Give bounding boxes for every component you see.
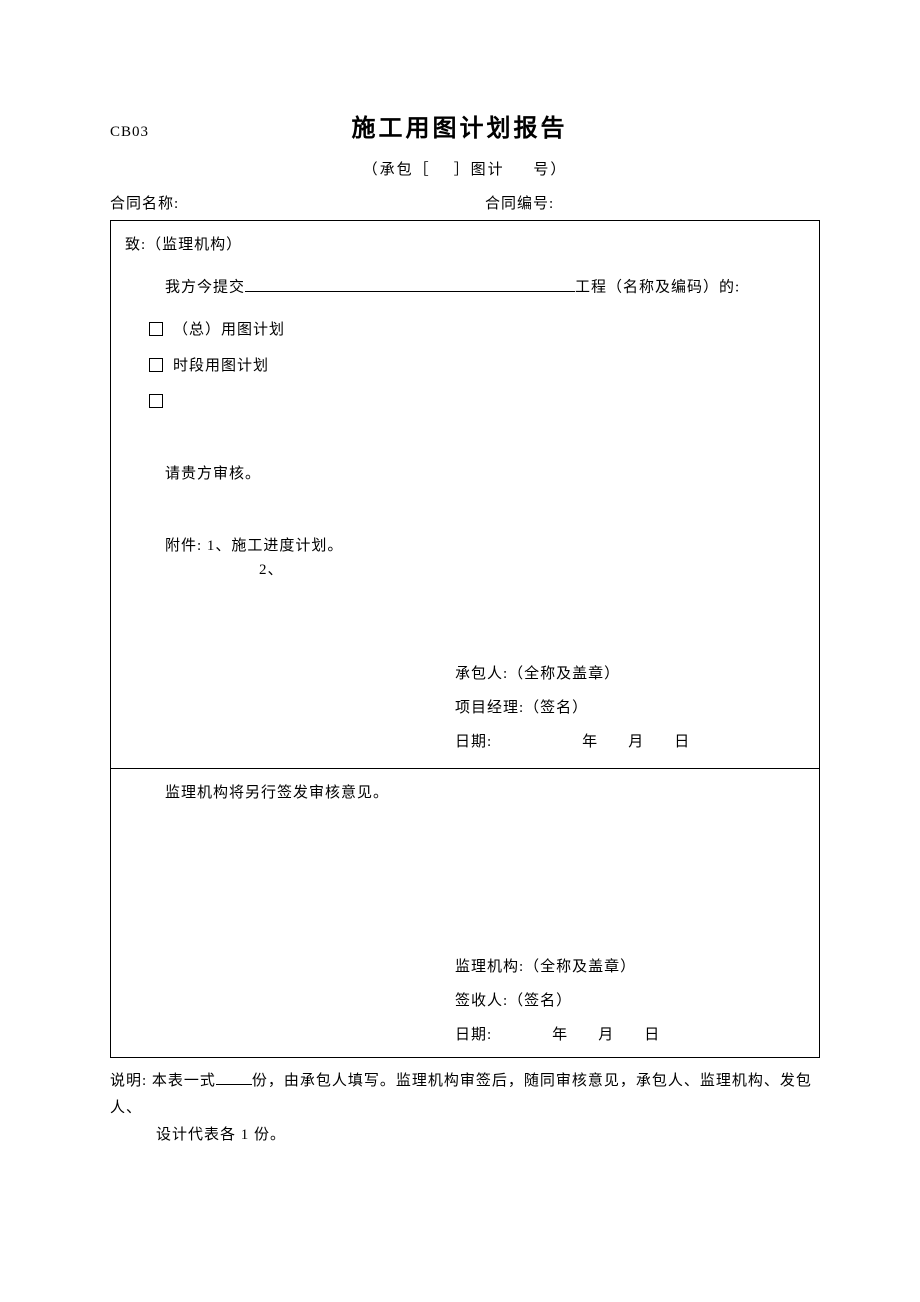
subtitle-suffix: 号）: [533, 162, 567, 178]
month-bottom: 月: [598, 1027, 614, 1043]
year-top: 年: [582, 734, 598, 750]
supervisor-label: 监理机构:（全称及盖章）: [455, 955, 805, 979]
addressee: 致:（监理机构）: [125, 233, 805, 257]
contractor-label: 承包人:（全称及盖章）: [455, 662, 805, 686]
page-title: 施工用图计划报告: [99, 110, 820, 148]
pm-label: 项目经理:（签名）: [455, 696, 805, 720]
contractor-sign-block: 承包人:（全称及盖章） 项目经理:（签名） 日期: 年 月 日: [125, 662, 805, 754]
submit-suffix: 工程（名称及编码）的:: [575, 280, 740, 296]
footer-prefix: 说明: 本表一式: [110, 1073, 216, 1089]
contract-number-label: 合同编号:: [445, 192, 820, 216]
checkbox-label-period: 时段用图计划: [173, 358, 269, 374]
submit-prefix: 我方今提交: [165, 280, 245, 296]
copies-field[interactable]: [216, 1069, 252, 1085]
footer-note: 说明: 本表一式份，由承包人填写。监理机构审签后，随同审核意见，承包人、监理机构…: [110, 1068, 820, 1149]
checkbox-period-plan[interactable]: [149, 358, 163, 372]
project-name-field[interactable]: [245, 275, 575, 292]
attachment-1: 1、施工进度计划。: [207, 538, 344, 554]
signer-label: 签收人:（签名）: [455, 989, 805, 1013]
attachment-block: 附件: 1、施工进度计划。 2、: [125, 534, 805, 582]
date-line-bottom: 日期: 年 月 日: [455, 1023, 805, 1047]
subtitle-mid: ］图计: [454, 162, 505, 178]
attachment-label: 附件:: [165, 538, 202, 554]
date-line-top: 日期: 年 月 日: [455, 730, 805, 754]
checkbox-row-total-plan: （总）用图计划: [125, 318, 805, 342]
checkbox-total-plan[interactable]: [149, 322, 163, 336]
section-contractor: 致:（监理机构） 我方今提交 工程（名称及编码）的: （总）用图计划 时段用图计划…: [111, 221, 819, 769]
subtitle: （承包［ ］图计 号）: [110, 158, 820, 182]
checkbox-label-total: （总）用图计划: [173, 322, 285, 338]
checkbox-row-period-plan: 时段用图计划: [125, 354, 805, 378]
supervisor-opinion: 监理机构将另行签发审核意见。: [125, 781, 805, 805]
contract-name-label: 合同名称:: [110, 192, 445, 216]
form-table: 致:（监理机构） 我方今提交 工程（名称及编码）的: （总）用图计划 时段用图计划…: [110, 220, 820, 1058]
supervisor-sign-block: 监理机构:（全称及盖章） 签收人:（签名） 日期: 年 月 日: [125, 955, 805, 1047]
date-label-bottom: 日期:: [455, 1027, 492, 1043]
attachment-2: 2、: [165, 558, 805, 582]
month-top: 月: [628, 734, 644, 750]
day-bottom: 日: [644, 1027, 660, 1043]
year-bottom: 年: [552, 1027, 568, 1043]
request-review: 请贵方审核。: [125, 462, 805, 486]
submit-line: 我方今提交 工程（名称及编码）的:: [125, 275, 805, 300]
date-label-top: 日期:: [455, 734, 492, 750]
day-top: 日: [674, 734, 690, 750]
checkbox-row-blank: [125, 390, 805, 414]
section-supervisor: 监理机构将另行签发审核意见。 监理机构:（全称及盖章） 签收人:（签名） 日期:…: [111, 769, 819, 1057]
footer-line2: 设计代表各 1 份。: [110, 1122, 820, 1149]
subtitle-prefix: （承包［: [363, 162, 431, 178]
checkbox-blank[interactable]: [149, 394, 163, 408]
